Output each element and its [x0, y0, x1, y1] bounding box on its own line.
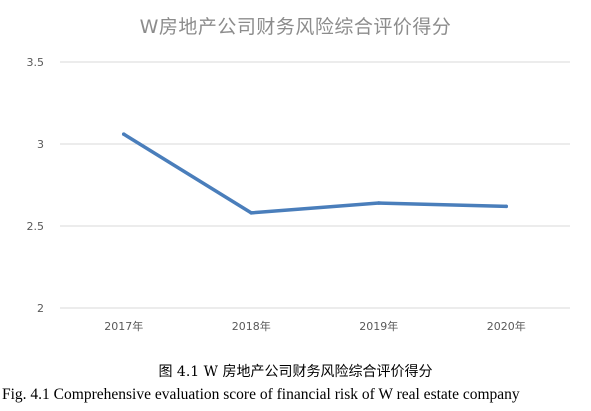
y-tick-label: 2.5 [27, 220, 45, 233]
x-tick-label: 2019年 [359, 319, 398, 333]
data-point [249, 211, 253, 215]
figure-caption-english: Fig. 4.1 Comprehensive evaluation score … [2, 386, 520, 403]
figure-caption-chinese: 图 4.1 W 房地产公司财务风险综合评价得分 [158, 364, 433, 380]
line-chart: 3.5 3 2.5 2 2017年 2018年 2019年 2020年 [27, 56, 570, 333]
data-point [122, 132, 126, 136]
data-point [377, 201, 381, 205]
y-tick-label: 3 [37, 138, 44, 151]
x-tick-label: 2020年 [487, 319, 526, 333]
y-tick-label: 2 [37, 302, 44, 315]
data-point [504, 204, 508, 209]
chart-area: W房地产公司财务风险综合评价得分 3.5 3 2.5 2 2017年 2018年 2019… [26, 16, 570, 333]
y-tick-label: 3.5 [27, 56, 45, 69]
series-line [122, 132, 508, 215]
x-tick-label: 2018年 [232, 319, 271, 333]
chart-title: W房地产公司财务风险综合评价得分 [139, 16, 452, 38]
x-tick-label: 2017年 [104, 319, 143, 333]
